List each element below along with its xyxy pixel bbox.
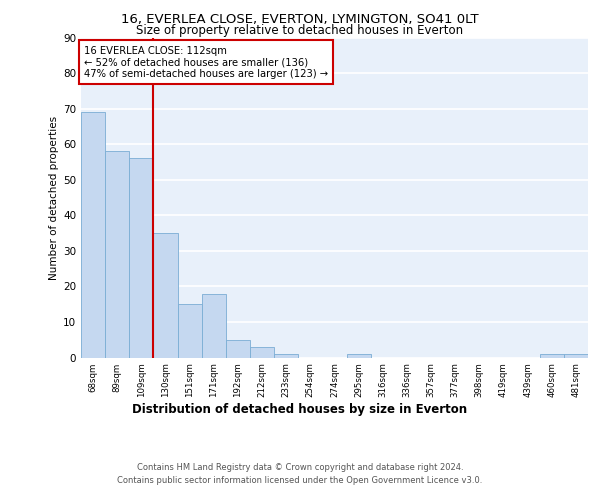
Bar [347, 354, 371, 358]
Bar [274, 354, 298, 358]
Text: 16, EVERLEA CLOSE, EVERTON, LYMINGTON, SO41 0LT: 16, EVERLEA CLOSE, EVERTON, LYMINGTON, S… [121, 12, 479, 26]
Text: Contains public sector information licensed under the Open Government Licence v3: Contains public sector information licen… [118, 476, 482, 485]
Bar [129, 158, 154, 358]
Bar [564, 354, 588, 358]
Bar [226, 340, 250, 357]
Bar [540, 354, 564, 358]
Bar [202, 294, 226, 358]
Text: 16 EVERLEA CLOSE: 112sqm
← 52% of detached houses are smaller (136)
47% of semi-: 16 EVERLEA CLOSE: 112sqm ← 52% of detach… [83, 46, 328, 78]
Text: Contains HM Land Registry data © Crown copyright and database right 2024.: Contains HM Land Registry data © Crown c… [137, 462, 463, 471]
Bar [178, 304, 202, 358]
Text: Distribution of detached houses by size in Everton: Distribution of detached houses by size … [133, 402, 467, 415]
Bar [105, 152, 129, 358]
Bar [81, 112, 105, 358]
Text: Size of property relative to detached houses in Everton: Size of property relative to detached ho… [136, 24, 464, 37]
Bar [154, 233, 178, 358]
Y-axis label: Number of detached properties: Number of detached properties [49, 116, 59, 280]
Bar [250, 347, 274, 358]
